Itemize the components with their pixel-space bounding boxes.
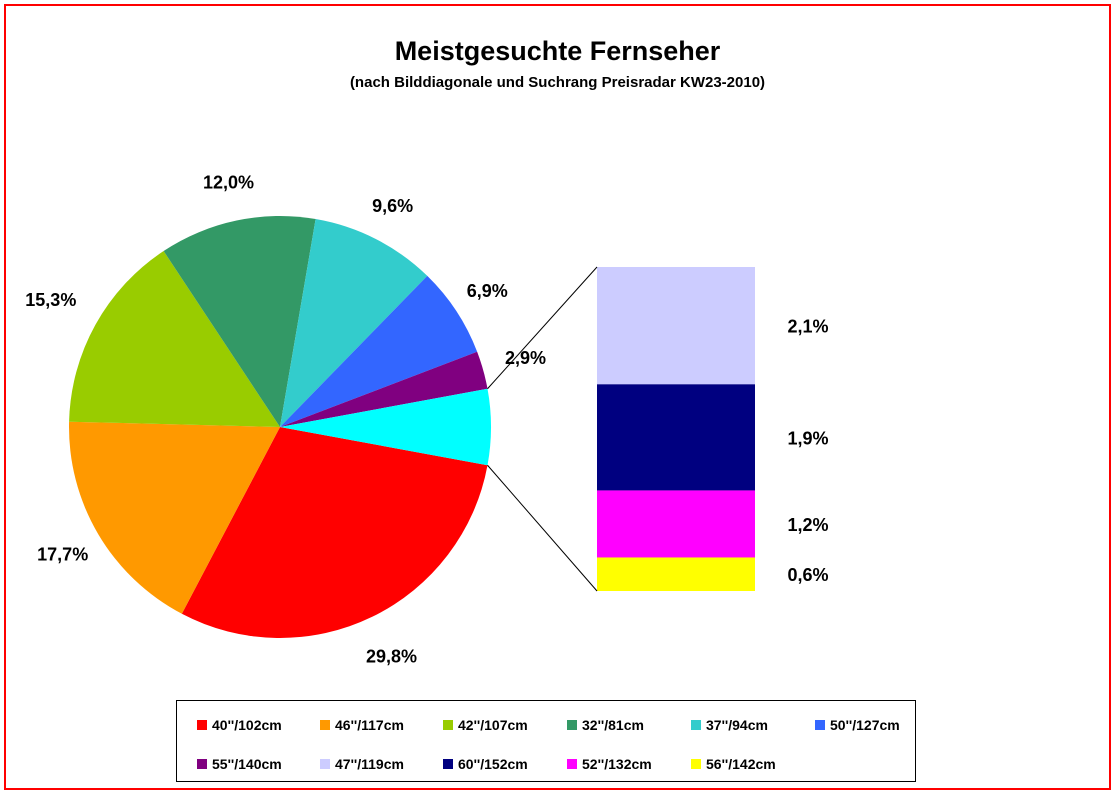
legend-label: 56''/142cm (706, 756, 776, 772)
pie-slice (280, 351, 488, 427)
legend-item: 52''/132cm (567, 754, 652, 774)
legend-swatch (567, 759, 577, 769)
legend: 40''/102cm 46''/117cm 42''/107cm 32''/81cm 3… (176, 700, 916, 782)
legend-swatch (197, 720, 207, 730)
legend-swatch (320, 720, 330, 730)
breakout-data-label: 0,6% (787, 565, 828, 585)
legend-label: 46''/117cm (335, 717, 404, 733)
legend-item: 32''/81cm (567, 715, 644, 735)
legend-swatch (443, 759, 453, 769)
legend-item: 37''/94cm (691, 715, 768, 735)
slice-data-label: 9,6% (372, 196, 413, 216)
legend-swatch (197, 759, 207, 769)
legend-swatch (567, 720, 577, 730)
legend-item: 46''/117cm (320, 715, 404, 735)
legend-item: 50''/127cm (815, 715, 900, 735)
legend-label: 40''/102cm (212, 717, 282, 733)
legend-swatch (691, 759, 701, 769)
legend-swatch (443, 720, 453, 730)
slice-data-label: 2,9% (505, 348, 546, 368)
pie-slice (280, 275, 478, 427)
breakout-bar-segment (597, 384, 755, 491)
connector-line (487, 464, 598, 592)
legend-swatch (320, 759, 330, 769)
breakout-data-label: 1,9% (787, 428, 828, 448)
breakout-bar-segment (597, 490, 755, 558)
legend-label: 52''/132cm (582, 756, 652, 772)
breakout-bar-segment (597, 267, 755, 385)
legend-item: 60''/152cm (443, 754, 528, 774)
legend-label: 47''/119cm (335, 756, 404, 772)
legend-swatch (691, 720, 701, 730)
breakout-data-label: 2,1% (787, 317, 828, 337)
legend-label: 32''/81cm (582, 717, 644, 733)
breakout-data-label: 1,2% (787, 515, 828, 535)
slice-data-label: 29,8% (366, 646, 417, 666)
legend-label: 42''/107cm (458, 717, 528, 733)
chart-title: Meistgesuchte Fernseher (394, 36, 721, 66)
chart-subtitle: (nach Bilddiagonale und Suchrang Preisra… (349, 74, 766, 91)
legend-item: 55''/140cm (197, 754, 282, 774)
legend-item: 56''/142cm (691, 754, 776, 774)
pie-slice (68, 421, 280, 614)
legend-label: 55''/140cm (212, 756, 282, 772)
legend-item: 40''/102cm (197, 715, 282, 735)
legend-swatch (815, 720, 825, 730)
legend-label: 60''/152cm (458, 756, 528, 772)
slice-data-label: 6,9% (467, 281, 508, 301)
connector-line (487, 266, 598, 390)
slice-data-label: 12,0% (203, 172, 254, 192)
pie-slice-other (280, 388, 491, 466)
pie-slice (163, 215, 316, 427)
legend-item: 42''/107cm (443, 715, 528, 735)
pie-slice (280, 219, 428, 427)
legend-label: 50''/127cm (830, 717, 900, 733)
legend-item: 47''/119cm (320, 754, 404, 774)
pie-slice (69, 251, 280, 427)
legend-label: 37''/94cm (706, 717, 768, 733)
slice-data-label: 17,7% (37, 545, 88, 565)
slice-data-label: 15,3% (25, 290, 76, 310)
breakout-bar-segment (597, 557, 755, 591)
pie-slice (181, 427, 488, 639)
